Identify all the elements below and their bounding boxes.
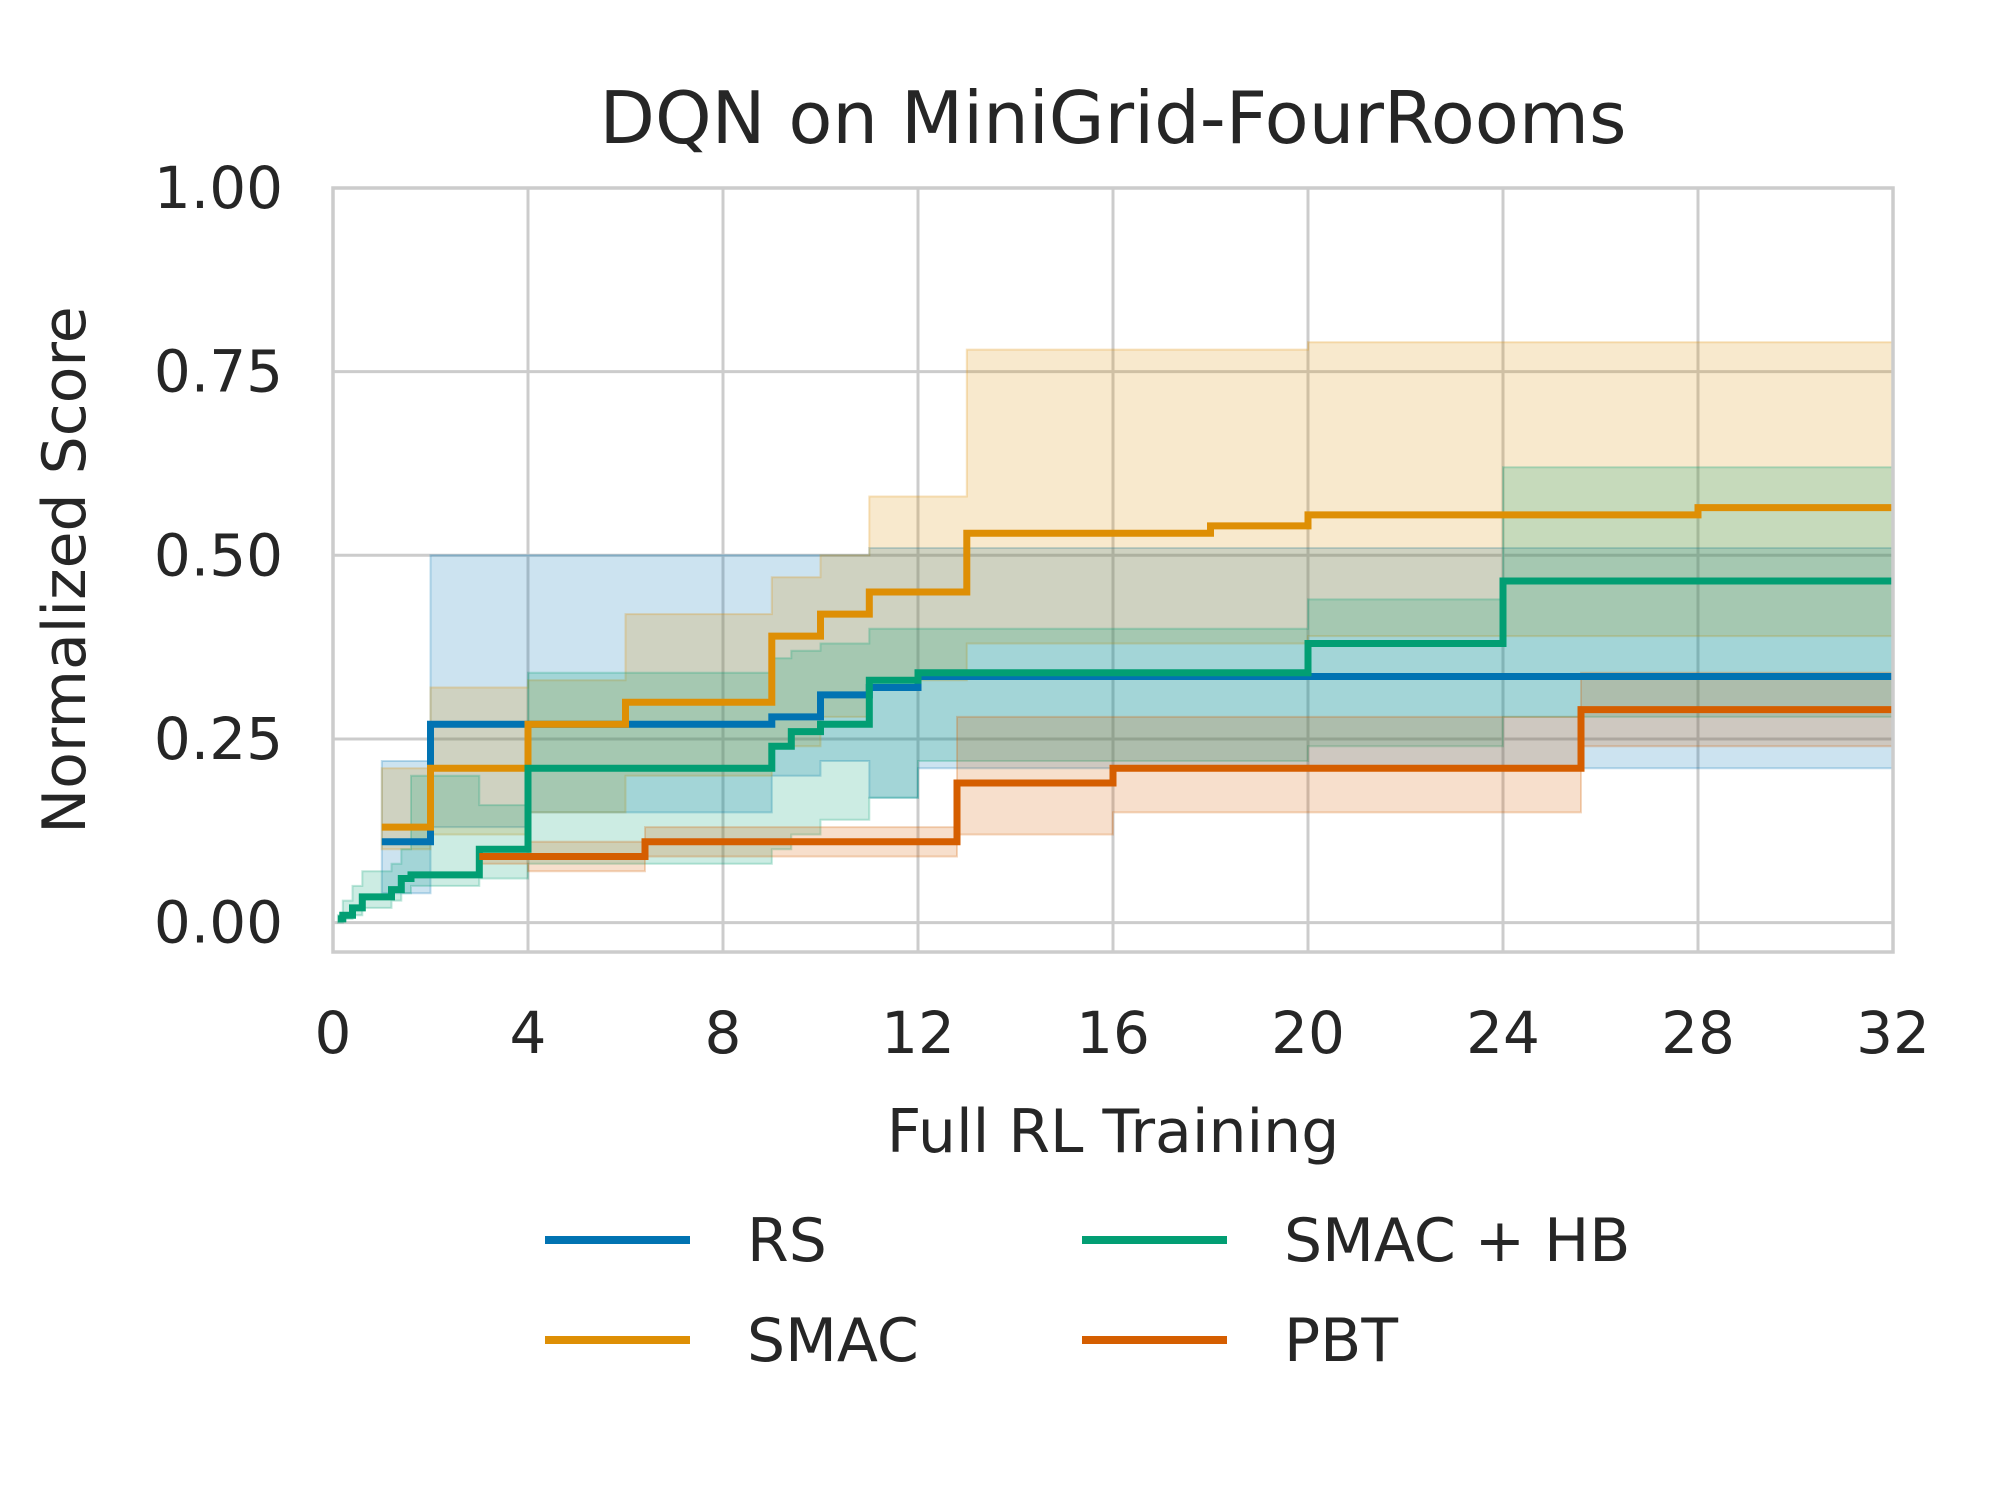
tick-labels: 0 4 8 12 16 20 24 28 32 0.00 0.25 0.50 0.75 1.00 <box>154 154 1930 1067</box>
series-line-pbt <box>479 706 1893 860</box>
x-tick-label: 20 <box>1271 999 1345 1067</box>
series-line-rs <box>381 673 1893 846</box>
legend-label-smac-hb: SMAC + HB <box>1284 1206 1630 1276</box>
x-tick-label: 0 <box>315 999 352 1067</box>
band-pbt <box>478 671 1894 873</box>
x-tick-label: 4 <box>510 999 547 1067</box>
legend: RS SMAC SMAC + HB PBT <box>545 1206 1630 1376</box>
y-tick-label: 0.75 <box>154 338 283 406</box>
x-tick-label: 32 <box>1856 999 1930 1067</box>
x-tick-label: 28 <box>1661 999 1735 1067</box>
legend-label-smac: SMAC <box>747 1306 919 1376</box>
x-tick-label: 8 <box>705 999 742 1067</box>
confidence-bands <box>336 334 1894 924</box>
x-tick-label: 24 <box>1466 999 1540 1067</box>
legend-label-rs: RS <box>747 1206 827 1276</box>
series-line-smac-hb <box>337 577 1893 923</box>
y-axis-label: Normalized Score <box>30 306 100 833</box>
y-tick-label: 1.00 <box>154 154 283 222</box>
series-line-smac <box>381 504 1893 831</box>
x-axis-label: Full RL Training <box>887 1097 1340 1167</box>
legend-label-pbt: PBT <box>1284 1306 1398 1376</box>
y-tick-label: 0.25 <box>154 705 283 773</box>
plot-frame <box>331 186 1895 954</box>
x-tick-label: 12 <box>881 999 955 1067</box>
y-tick-label: 0.00 <box>154 889 283 957</box>
chart-title: DQN on MiniGrid-FourRooms <box>600 76 1627 160</box>
y-tick-label: 0.50 <box>154 521 283 589</box>
series-lines <box>337 504 1893 923</box>
x-tick-label: 16 <box>1076 999 1150 1067</box>
